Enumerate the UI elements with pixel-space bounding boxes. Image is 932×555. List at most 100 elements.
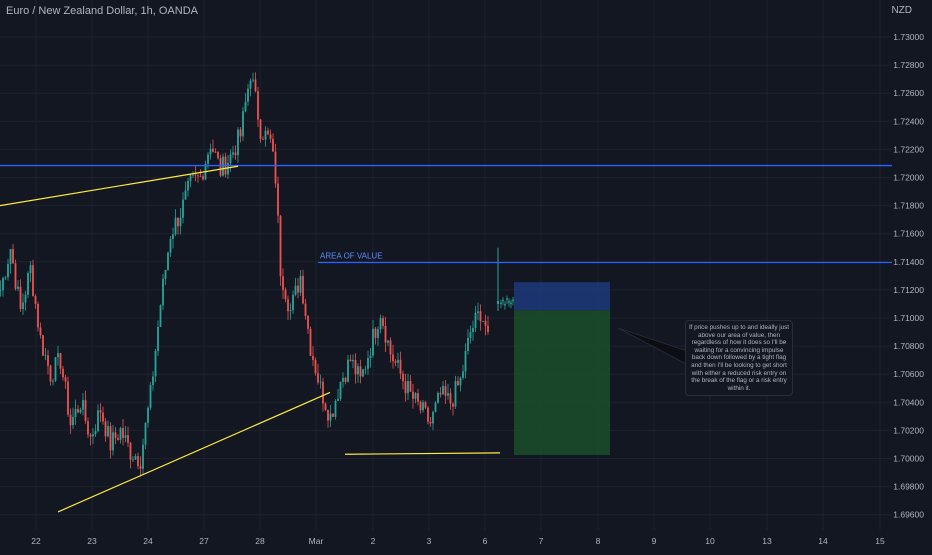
candle-body bbox=[372, 329, 374, 356]
candle-body bbox=[365, 369, 367, 370]
candle-body bbox=[512, 300, 514, 302]
candle-body bbox=[202, 176, 204, 179]
candle-body bbox=[157, 327, 159, 351]
candle-body bbox=[12, 249, 14, 263]
candle-body bbox=[115, 432, 117, 438]
y-tick-label: 1.69800 bbox=[893, 482, 924, 492]
candle-body bbox=[52, 381, 54, 382]
candle-body bbox=[275, 152, 277, 184]
candle-body bbox=[510, 303, 512, 305]
candle-body bbox=[30, 265, 32, 273]
y-tick-label: 1.70000 bbox=[893, 454, 924, 464]
candle-body bbox=[117, 438, 119, 440]
candle-body bbox=[402, 374, 404, 382]
candle-body bbox=[162, 279, 164, 306]
y-tick-label: 1.70400 bbox=[893, 397, 924, 407]
candle-body bbox=[17, 287, 19, 289]
candle-body bbox=[92, 434, 94, 436]
axes: 1.730001.728001.726001.724001.722001.720… bbox=[31, 32, 924, 546]
candle-body bbox=[207, 154, 209, 164]
candle-body bbox=[112, 432, 114, 450]
x-tick-label: Mar bbox=[309, 536, 324, 546]
x-tick-label: 24 bbox=[143, 536, 153, 546]
candle-body bbox=[377, 329, 379, 337]
y-tick-label: 1.72400 bbox=[893, 116, 924, 126]
candle-body bbox=[305, 303, 307, 315]
x-tick-label: 6 bbox=[483, 536, 488, 546]
x-tick-label: 13 bbox=[762, 536, 772, 546]
candle-body bbox=[110, 426, 112, 450]
candle-body bbox=[215, 152, 217, 153]
candle-body bbox=[350, 360, 352, 362]
candle-body bbox=[20, 287, 22, 309]
candle-body bbox=[132, 459, 134, 460]
candle-body bbox=[0, 290, 1, 291]
candle-body bbox=[10, 249, 12, 264]
candle-body bbox=[440, 393, 442, 394]
y-tick-label: 1.69600 bbox=[893, 510, 924, 520]
candle-body bbox=[460, 378, 462, 385]
candle-body bbox=[395, 361, 397, 363]
candle-body bbox=[360, 366, 362, 376]
candle-body bbox=[340, 382, 342, 399]
candle-body bbox=[232, 152, 234, 154]
x-tick-label: 3 bbox=[427, 536, 432, 546]
candle-body bbox=[342, 378, 344, 382]
candle-body bbox=[62, 369, 64, 378]
candle-body bbox=[400, 360, 402, 374]
candle-body bbox=[370, 356, 372, 358]
candle-body bbox=[90, 435, 92, 437]
candle-body bbox=[27, 273, 29, 295]
candle-body bbox=[480, 311, 482, 321]
candle-body bbox=[362, 369, 364, 376]
candle-body bbox=[272, 139, 274, 152]
candle-body bbox=[285, 290, 287, 300]
candle-body bbox=[180, 218, 182, 226]
candle-body bbox=[105, 421, 107, 436]
support-line bbox=[345, 453, 500, 454]
candle-body bbox=[277, 184, 279, 216]
candle-body bbox=[142, 445, 144, 469]
candle-body bbox=[375, 329, 377, 338]
candle-body bbox=[22, 302, 24, 309]
candle-body bbox=[217, 152, 219, 158]
candle-body bbox=[235, 152, 237, 155]
candle-body bbox=[35, 296, 37, 304]
candle-body bbox=[462, 371, 464, 377]
candle-body bbox=[472, 328, 474, 332]
candle-body bbox=[237, 130, 239, 156]
candle-body bbox=[85, 400, 87, 421]
candle-body bbox=[455, 381, 457, 406]
y-tick-label: 1.71000 bbox=[893, 313, 924, 323]
candle-body bbox=[65, 377, 67, 381]
candle-body bbox=[130, 443, 132, 460]
candle-body bbox=[75, 409, 77, 417]
candle-body bbox=[447, 393, 449, 396]
candle-body bbox=[295, 286, 297, 295]
candle-body bbox=[167, 253, 169, 270]
candle-body bbox=[265, 131, 267, 140]
candle-body bbox=[2, 278, 4, 290]
candle-body bbox=[177, 218, 179, 226]
candle-body bbox=[397, 360, 399, 363]
candle-body bbox=[310, 329, 312, 356]
candle-body bbox=[487, 326, 489, 332]
candle-body bbox=[387, 340, 389, 342]
candle-body bbox=[175, 218, 177, 235]
candle-body bbox=[182, 200, 184, 218]
candle-body bbox=[287, 299, 289, 311]
candle-body bbox=[327, 410, 329, 421]
y-tick-label: 1.72600 bbox=[893, 88, 924, 98]
candle-body bbox=[382, 318, 384, 326]
candle-body bbox=[40, 327, 42, 335]
candle-body bbox=[87, 421, 89, 435]
candle-body bbox=[60, 353, 62, 369]
area-of-value-label: AREA OF VALUE bbox=[320, 252, 383, 261]
annotation-note[interactable]: If price pushes up to and ideally just a… bbox=[685, 320, 793, 396]
candle-body bbox=[120, 428, 122, 440]
candle-body bbox=[185, 191, 187, 200]
candle-body bbox=[262, 139, 264, 140]
candle-body bbox=[300, 276, 302, 293]
